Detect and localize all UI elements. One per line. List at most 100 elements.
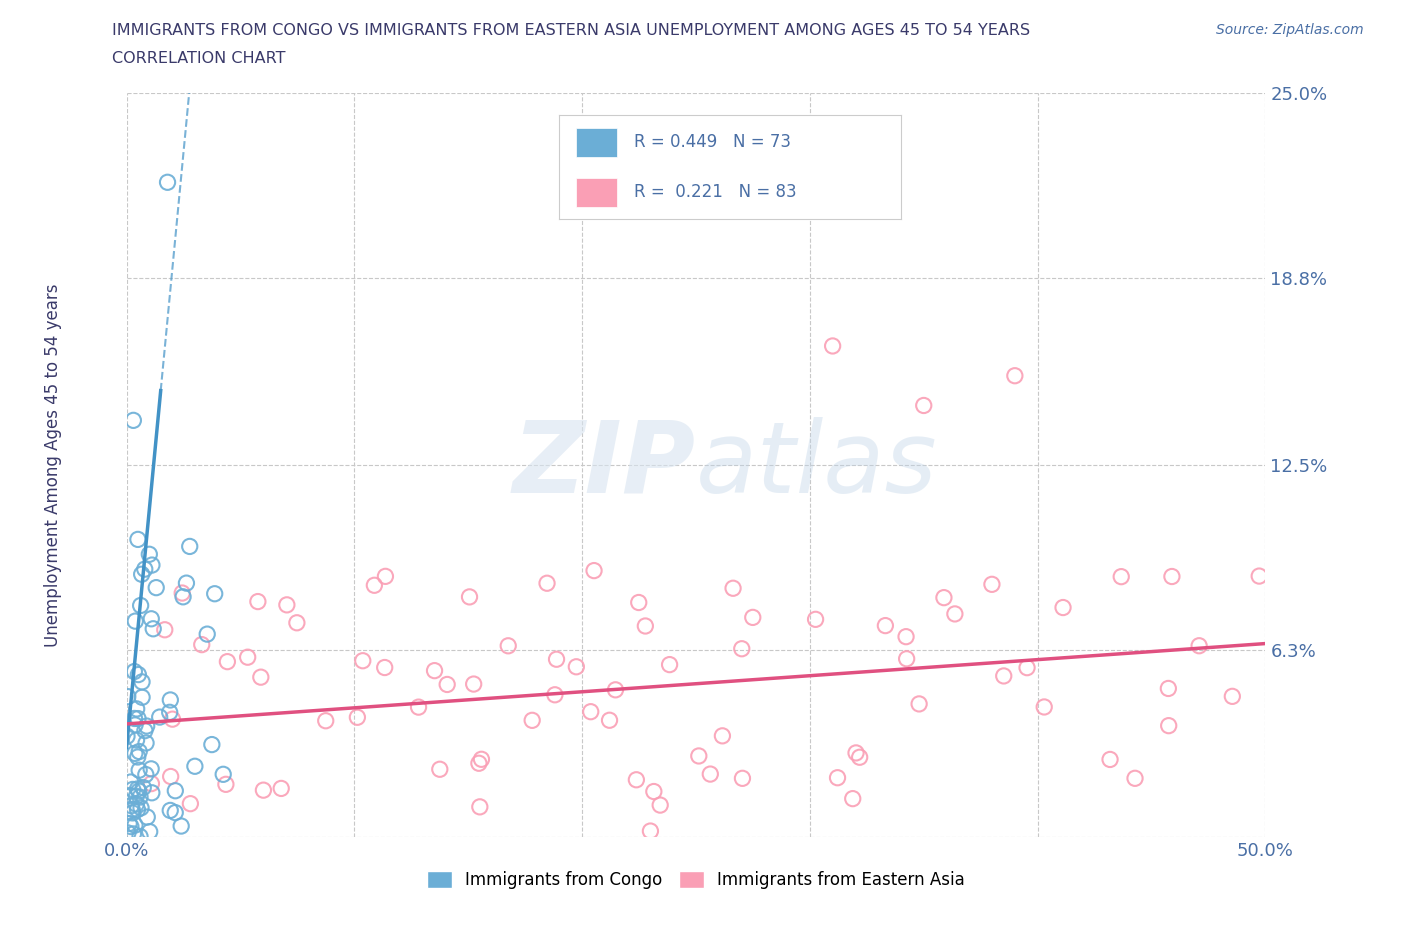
Point <box>134 562 156 577</box>
Point <box>170 818 193 833</box>
Point <box>141 558 163 573</box>
Point <box>599 712 621 727</box>
Point <box>117 689 139 704</box>
Point <box>149 710 172 724</box>
Point <box>129 829 152 844</box>
Point <box>626 772 648 787</box>
Point <box>912 398 935 413</box>
Point <box>821 339 844 353</box>
Point <box>374 660 396 675</box>
Point <box>141 611 163 626</box>
Point <box>165 805 187 820</box>
Point <box>117 826 139 841</box>
Point <box>980 577 1002 591</box>
Point <box>827 770 849 785</box>
Point <box>246 594 269 609</box>
Point <box>408 699 430 714</box>
Point <box>135 767 157 782</box>
Point <box>127 781 149 796</box>
Point <box>124 817 146 832</box>
Point <box>135 736 157 751</box>
Point <box>179 796 201 811</box>
Point <box>132 780 155 795</box>
Point <box>1004 368 1026 383</box>
Point <box>643 784 665 799</box>
Point <box>120 798 142 813</box>
Point <box>634 618 657 633</box>
Point <box>134 724 156 738</box>
Point <box>993 669 1015 684</box>
Point <box>583 564 606 578</box>
Point <box>127 532 149 547</box>
Point <box>125 789 148 804</box>
Point <box>121 782 143 797</box>
Point <box>252 783 274 798</box>
Point <box>127 802 149 817</box>
Point <box>153 622 176 637</box>
Point <box>423 663 446 678</box>
Text: Unemployment Among Ages 45 to 54 years: Unemployment Among Ages 45 to 54 years <box>44 284 62 646</box>
Point <box>176 576 198 591</box>
Point <box>236 650 259 665</box>
Point <box>688 749 710 764</box>
Point <box>1123 771 1146 786</box>
Point <box>141 777 163 791</box>
Point <box>841 791 863 806</box>
Point <box>721 581 744 596</box>
Point <box>932 591 955 605</box>
Point <box>650 798 672 813</box>
Point <box>115 729 138 744</box>
Point <box>135 719 157 734</box>
Point <box>250 670 273 684</box>
Point <box>1157 681 1180 696</box>
Point <box>124 711 146 726</box>
Text: CORRELATION CHART: CORRELATION CHART <box>112 51 285 66</box>
Point <box>190 637 212 652</box>
Point <box>496 638 519 653</box>
Point <box>522 713 544 728</box>
Point <box>121 802 143 817</box>
Point <box>172 586 194 601</box>
Point <box>128 784 150 799</box>
Point <box>215 777 238 791</box>
Point <box>201 737 224 752</box>
Point <box>1033 699 1056 714</box>
Point <box>741 610 763 625</box>
Point <box>131 566 153 581</box>
Point <box>159 803 181 817</box>
Point <box>1015 660 1038 675</box>
Point <box>845 746 868 761</box>
Point <box>1161 569 1184 584</box>
Point <box>159 705 181 720</box>
Point <box>270 781 292 796</box>
Point <box>848 750 870 764</box>
Point <box>908 697 931 711</box>
Point <box>121 805 143 820</box>
Text: ZIP: ZIP <box>513 417 696 513</box>
Point <box>212 767 235 782</box>
Point <box>172 590 194 604</box>
Point <box>195 627 218 642</box>
Point <box>1188 638 1211 653</box>
Point <box>142 621 165 636</box>
Point <box>943 606 966 621</box>
Point <box>120 819 142 834</box>
Point <box>731 642 754 657</box>
Point <box>125 797 148 812</box>
Text: Source: ZipAtlas.com: Source: ZipAtlas.com <box>1216 23 1364 37</box>
Point <box>1249 568 1271 583</box>
Point <box>315 713 337 728</box>
Point <box>124 718 146 733</box>
Text: IMMIGRANTS FROM CONGO VS IMMIGRANTS FROM EASTERN ASIA UNEMPLOYMENT AMONG AGES 45: IMMIGRANTS FROM CONGO VS IMMIGRANTS FROM… <box>112 23 1031 38</box>
Point <box>124 614 146 629</box>
Point <box>217 654 239 669</box>
Point <box>120 775 142 790</box>
Point <box>184 759 207 774</box>
Point <box>165 783 187 798</box>
Point <box>352 653 374 668</box>
Point <box>145 580 167 595</box>
Point <box>1157 718 1180 733</box>
Point <box>129 790 152 804</box>
Point <box>804 612 827 627</box>
Point <box>658 658 681 672</box>
